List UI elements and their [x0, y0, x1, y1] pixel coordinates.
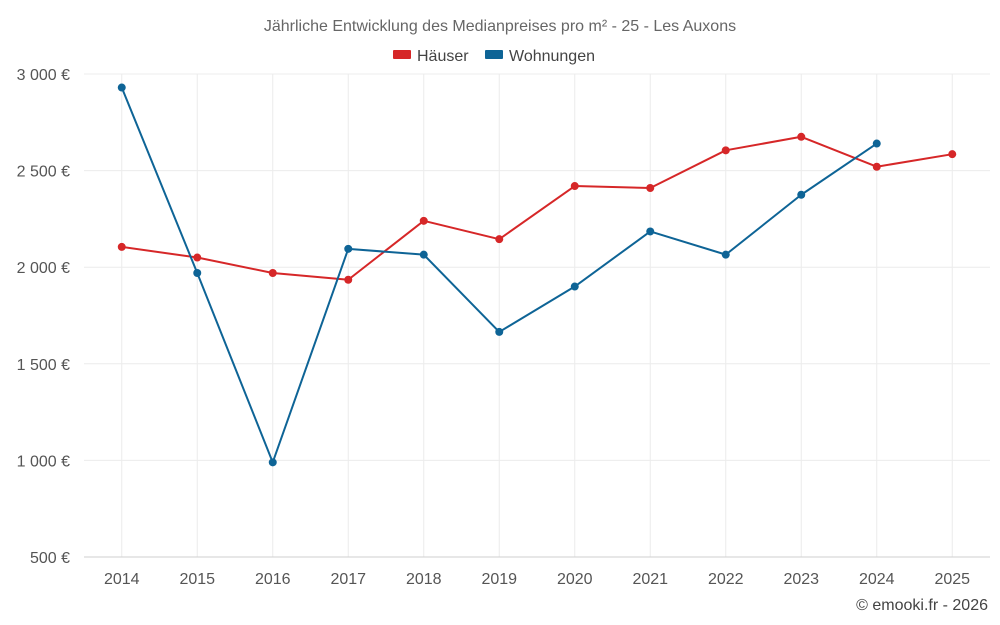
- y-axis-ticks: 500 € 1 000 € 1 500 € 2 000 € 2 500 € 3 000 €: [17, 67, 70, 567]
- x-axis-ticks: 2014 2015 2016 2017 2018 2019 2020 2021 2022 2023…: [104, 571, 970, 588]
- x-tick-label: 2025: [934, 571, 970, 588]
- data-point-haeuser[interactable]: [872, 162, 881, 171]
- y-tick-label: 2 500 €: [17, 164, 70, 181]
- data-point-wohnungen[interactable]: [797, 190, 806, 199]
- credit-text: © emooki.fr - 2026: [856, 597, 988, 614]
- x-tick-label: 2015: [179, 571, 215, 588]
- data-point-haeuser[interactable]: [268, 268, 277, 277]
- data-point-haeuser[interactable]: [419, 216, 428, 225]
- data-point-haeuser[interactable]: [948, 150, 957, 159]
- grid: [84, 73, 990, 558]
- data-point-wohnungen[interactable]: [721, 250, 730, 259]
- y-tick-label: 3 000 €: [17, 67, 70, 84]
- chart-title: Jährliche Entwicklung des Medianpreises …: [264, 18, 736, 35]
- y-tick-label: 1 500 €: [17, 357, 70, 374]
- legend-label-wohnungen: Wohnungen: [509, 48, 595, 65]
- data-point-haeuser[interactable]: [721, 146, 730, 155]
- data-point-wohnungen[interactable]: [419, 250, 428, 259]
- data-point-haeuser[interactable]: [646, 183, 655, 192]
- data-point-wohnungen[interactable]: [495, 327, 504, 336]
- data-point-haeuser[interactable]: [193, 253, 202, 262]
- legend-swatch-haeuser: [393, 50, 411, 59]
- legend-item-wohnungen[interactable]: Wohnungen: [485, 48, 595, 65]
- series-line-haeuser: [121, 135, 953, 281]
- x-tick-label: 2016: [255, 571, 291, 588]
- x-tick-label: 2023: [783, 571, 819, 588]
- legend-item-haeuser[interactable]: Häuser: [393, 48, 469, 65]
- legend-label-haeuser: Häuser: [417, 48, 469, 65]
- x-tick-label: 2024: [859, 571, 895, 588]
- y-tick-label: 500 €: [30, 550, 70, 567]
- legend-swatch-wohnungen: [485, 50, 503, 59]
- data-point-haeuser[interactable]: [117, 242, 126, 251]
- data-point-wohnungen[interactable]: [268, 458, 277, 467]
- data-point-wohnungen[interactable]: [872, 139, 881, 148]
- x-tick-label: 2020: [557, 571, 593, 588]
- data-point-haeuser[interactable]: [344, 275, 353, 284]
- series: [117, 83, 957, 467]
- data-point-haeuser[interactable]: [570, 182, 579, 191]
- data-point-wohnungen[interactable]: [646, 227, 655, 236]
- x-tick-label: 2017: [330, 571, 366, 588]
- data-point-wohnungen[interactable]: [570, 282, 579, 291]
- data-point-wohnungen[interactable]: [117, 83, 126, 92]
- x-tick-label: 2022: [708, 571, 744, 588]
- y-tick-label: 2 000 €: [17, 260, 70, 277]
- x-tick-label: 2014: [104, 571, 140, 588]
- data-point-haeuser[interactable]: [797, 132, 806, 141]
- x-tick-label: 2018: [406, 571, 442, 588]
- legend: Häuser Wohnungen: [393, 48, 595, 65]
- y-tick-label: 1 000 €: [17, 453, 70, 470]
- x-tick-label: 2019: [481, 571, 517, 588]
- data-point-wohnungen[interactable]: [344, 244, 353, 253]
- data-point-wohnungen[interactable]: [193, 268, 202, 277]
- x-tick-label: 2021: [632, 571, 668, 588]
- data-point-haeuser[interactable]: [495, 235, 504, 244]
